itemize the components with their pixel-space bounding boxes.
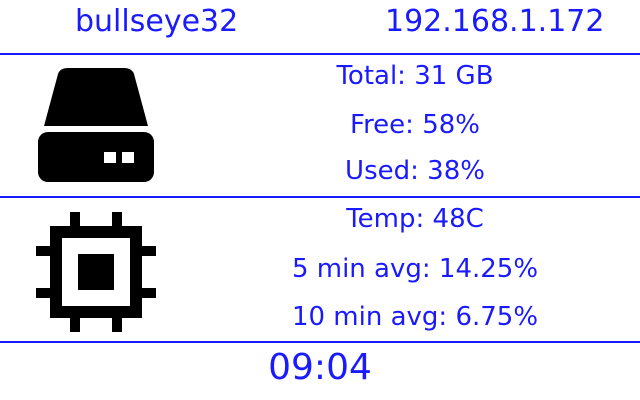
- cpu-temp: Temp: 48C: [346, 204, 484, 234]
- ip-address: 192.168.1.172: [385, 4, 605, 39]
- storage-free: Free: 58%: [350, 110, 480, 140]
- divider-cpu: [0, 341, 640, 343]
- clock-time: 09:04: [268, 347, 372, 388]
- divider-header: [0, 53, 640, 55]
- hostname: bullseye32: [75, 4, 239, 39]
- storage-used: Used: 38%: [345, 156, 485, 186]
- cpu-chip-icon: [36, 212, 156, 332]
- storage-total: Total: 31 GB: [336, 61, 494, 91]
- hard-drive-icon: [38, 68, 154, 182]
- divider-storage: [0, 196, 640, 198]
- cpu-10min-avg: 10 min avg: 6.75%: [291, 302, 539, 332]
- cpu-5min-avg: 5 min avg: 14.25%: [291, 254, 539, 284]
